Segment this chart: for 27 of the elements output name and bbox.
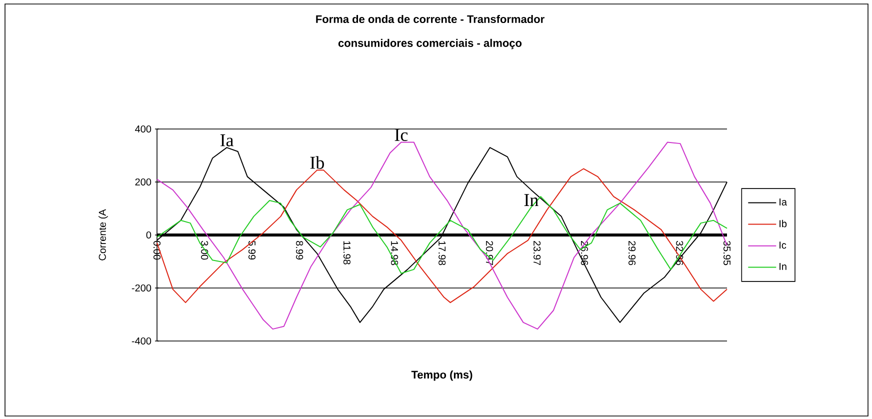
x-tick-label: 0.00: [153, 240, 161, 260]
y-tick-label: 200: [135, 178, 152, 186]
x-tick-label: 3.00: [201, 240, 208, 260]
x-tick-label: 35.95: [723, 240, 731, 266]
annotation: Ic: [394, 129, 408, 142]
x-tick-label: 11.98: [343, 241, 350, 264]
annotation: In: [524, 194, 538, 206]
x-tick-label: 5.99: [248, 240, 256, 260]
x-tick-label: 17.98: [438, 241, 446, 266]
annotation: Ib: [310, 156, 324, 169]
legend-label: Ia: [780, 198, 787, 206]
legend-label: Ic: [780, 242, 786, 249]
legend-label: Ib: [780, 220, 787, 228]
x-tick-label: 23.97: [534, 241, 541, 266]
y-tick-label: 400: [135, 125, 152, 133]
annotation: Ia: [220, 134, 234, 146]
chart-subtitle: consumidores comerciais - almoço: [338, 38, 522, 50]
chart-title: Forma de onda de corrente - Transformador: [316, 14, 544, 24]
y-axis-title: Corrente (A: [98, 209, 108, 260]
x-axis-title: Tempo (ms): [411, 370, 472, 381]
x-tick-label: 14.98: [390, 241, 398, 266]
x-tick-label: 8.99: [296, 240, 304, 260]
y-tick-label: 0: [146, 231, 152, 239]
y-tick-label: -400: [132, 337, 152, 345]
x-tick-label: 29.96: [628, 241, 636, 266]
legend-label: In: [780, 263, 786, 270]
y-tick-label: -200: [132, 284, 152, 292]
